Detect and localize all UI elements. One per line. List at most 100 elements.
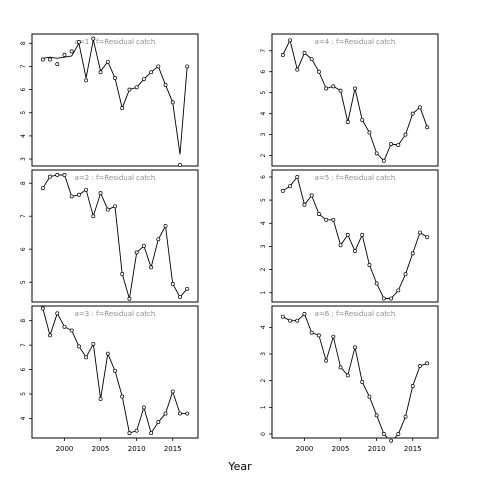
data-point <box>288 38 292 43</box>
x-tick-label: 2000 <box>296 445 314 453</box>
data-point <box>91 341 96 346</box>
panel-5: 4 5 6 7 8 2000 2005 2010 2015 a=3 : f=Residual ca… <box>20 305 199 453</box>
data-point <box>69 194 74 199</box>
data-point <box>338 88 343 93</box>
y-tick-label: 5 <box>20 392 27 396</box>
y-tick-label: 5 <box>260 198 267 202</box>
data-point <box>170 389 175 394</box>
data-point <box>170 100 175 105</box>
data-point <box>410 111 415 116</box>
data-point <box>120 394 125 399</box>
data-point <box>185 286 190 291</box>
y-tick-label: 2 <box>260 153 267 157</box>
x-tick-label: 2000 <box>56 445 74 453</box>
data-point <box>374 413 379 418</box>
y-tick-label: 7 <box>260 49 267 53</box>
data-point <box>62 52 67 57</box>
panel-title: a=4 : f=Residual catch <box>315 38 396 46</box>
data-point <box>156 420 161 425</box>
data-point <box>163 82 168 87</box>
data-point <box>360 380 365 384</box>
data-point <box>367 262 372 267</box>
data-point <box>55 172 60 177</box>
y-tick-label: 8 <box>20 319 27 323</box>
y-tick-label: 8 <box>20 181 27 185</box>
data-point <box>374 281 379 286</box>
data-point <box>353 86 357 91</box>
data-point <box>178 411 182 416</box>
panel-frame <box>31 33 199 167</box>
data-point <box>360 117 365 122</box>
y-tick-label: 6 <box>260 175 267 179</box>
data-point <box>76 40 81 45</box>
x-tick-label: 2010 <box>368 445 386 453</box>
data-point <box>62 324 67 329</box>
data-point <box>40 57 45 62</box>
x-tick-label: 2005 <box>332 445 350 453</box>
y-tick-label: 5 <box>20 111 27 115</box>
data-point <box>120 106 125 111</box>
y-tick-label: 3 <box>20 157 27 161</box>
data-point <box>410 384 415 388</box>
y-tick-label: 8 <box>20 41 27 45</box>
panel-frame <box>271 169 439 303</box>
data-point <box>381 158 386 163</box>
data-point <box>141 405 146 410</box>
panel-1: 3 4 5 6 7 8 a=1 : f=Residual catch <box>20 33 199 167</box>
data-point <box>185 64 190 69</box>
y-tick-label: 3 <box>260 132 267 136</box>
data-point <box>403 272 408 277</box>
data-point <box>324 217 329 222</box>
data-point <box>345 373 350 378</box>
data-point <box>331 217 336 222</box>
data-point <box>309 193 314 198</box>
data-point <box>302 202 307 207</box>
panel-6: 0 1 2 3 4 2000 2005 2010 2015 a=6 : f=Residual ca… <box>260 305 439 453</box>
y-tick-label: 1 <box>260 291 267 295</box>
data-point <box>280 314 285 319</box>
data-point <box>288 184 292 189</box>
data-point <box>381 432 386 436</box>
y-tick-label: 3 <box>260 244 267 248</box>
data-point <box>302 312 307 316</box>
data-point <box>418 364 422 368</box>
data-point <box>410 251 415 256</box>
data-point <box>418 105 422 110</box>
y-tick-label: 2 <box>260 379 267 383</box>
data-point <box>91 214 96 219</box>
panel-title: a=5 : f=Residual catch <box>315 174 396 182</box>
panel-3: 5 6 7 8 a=2 : f=Residual catch <box>20 169 199 303</box>
data-point <box>69 328 74 333</box>
data-point <box>105 59 110 64</box>
data-point <box>141 243 146 248</box>
y-tick-label: 6 <box>20 87 27 91</box>
data-point <box>105 351 110 356</box>
data-point <box>280 53 285 57</box>
x-tick-label: 2015 <box>404 445 422 453</box>
data-point <box>48 333 52 338</box>
data-point <box>55 311 60 316</box>
data-point <box>113 76 117 80</box>
data-point <box>338 243 343 248</box>
data-point <box>389 142 394 146</box>
data-point <box>302 50 307 55</box>
data-point <box>345 120 350 124</box>
data-point <box>360 232 365 237</box>
data-point <box>163 411 168 416</box>
data-point <box>40 186 45 191</box>
panel-title: a=3 : f=Residual catch <box>75 310 156 318</box>
data-point <box>316 333 321 338</box>
data-point <box>127 296 132 301</box>
data-point <box>396 432 401 436</box>
data-point <box>134 250 139 255</box>
data-point <box>84 78 89 83</box>
y-tick-label: 6 <box>20 367 27 371</box>
y-tick-label: 7 <box>20 64 27 68</box>
data-point <box>403 414 408 419</box>
y-tick-label: 4 <box>260 325 267 329</box>
data-point <box>91 36 96 41</box>
panel-frame <box>271 305 439 439</box>
data-point <box>98 191 103 196</box>
data-point <box>113 204 117 209</box>
